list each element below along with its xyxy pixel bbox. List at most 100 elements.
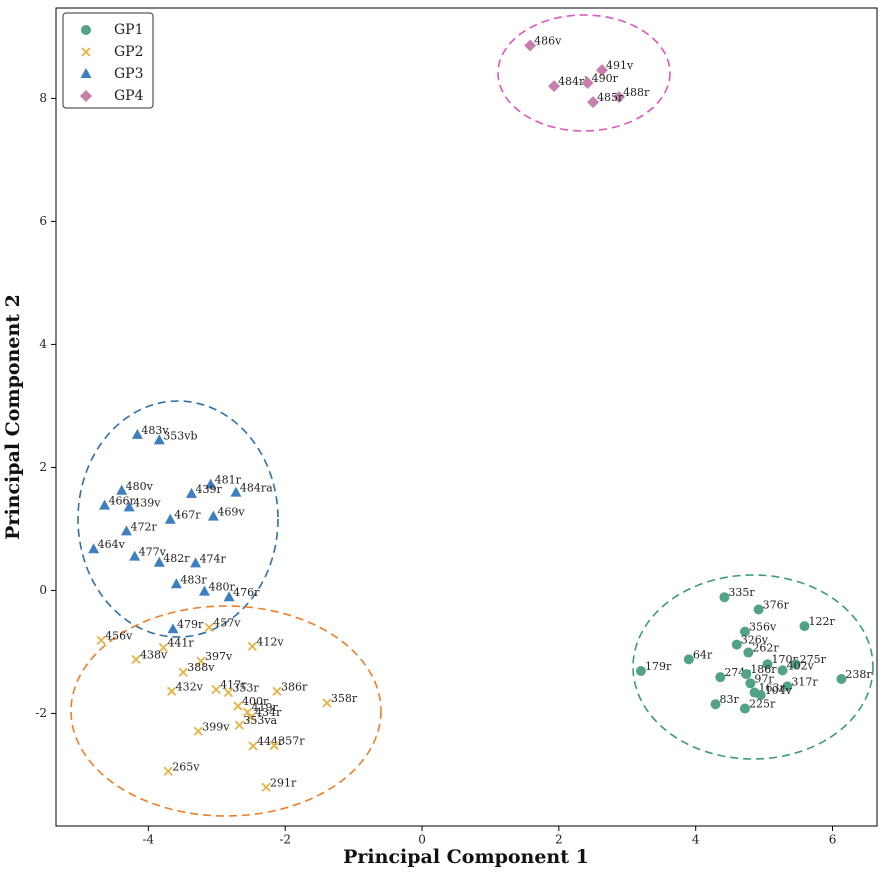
point-label: 491v: [606, 59, 634, 72]
point: [790, 659, 801, 670]
point-label: 467r: [174, 509, 201, 522]
point: [635, 666, 646, 677]
cluster-ellipse: [77, 400, 279, 638]
point-label: 484rb: [558, 75, 591, 88]
x-tick-label: 6: [829, 833, 837, 847]
point: [683, 654, 694, 665]
point: [777, 665, 788, 676]
point-label: 400r: [242, 695, 269, 708]
point: [178, 667, 188, 677]
point: [129, 550, 141, 561]
x-axis-label: Principal Component 1: [343, 846, 589, 868]
point-label: 419r: [252, 701, 279, 714]
point-label: 225r: [749, 698, 776, 711]
point: [163, 766, 173, 776]
point: [96, 635, 106, 645]
point: [164, 513, 176, 524]
x-tick-label: 4: [692, 833, 700, 847]
point: [524, 39, 537, 52]
plot-frame: [55, 7, 878, 827]
point: [581, 77, 594, 90]
point: [198, 585, 210, 596]
point: [755, 689, 766, 700]
point-label: 438v: [140, 648, 168, 661]
y-tick-label: 4: [39, 337, 47, 351]
point: [116, 484, 128, 495]
point-label: 402v: [787, 659, 815, 672]
point-label: 358r: [331, 692, 358, 705]
point-label: 477v: [139, 546, 167, 559]
point-label: 104v: [765, 684, 793, 697]
point: [131, 428, 143, 439]
legend-label: GP4: [114, 88, 144, 104]
point: [719, 592, 730, 603]
point: [745, 678, 756, 689]
point: [153, 434, 165, 445]
point: [799, 621, 810, 632]
legend-marker: [80, 90, 92, 102]
x-tick-label: -2: [279, 833, 291, 847]
point-label: 439v: [133, 496, 161, 509]
point: [715, 672, 726, 683]
point: [739, 626, 750, 637]
point: [836, 674, 847, 685]
x-tick-label: -4: [143, 833, 155, 847]
point: [170, 578, 182, 589]
point-label: 179r: [645, 660, 672, 673]
point: [211, 684, 221, 695]
point: [548, 80, 561, 93]
point: [167, 623, 179, 634]
point-label: 432v: [176, 680, 204, 693]
point: [193, 726, 203, 736]
point: [613, 91, 626, 104]
y-tick-label: 2: [39, 460, 47, 474]
point: [223, 687, 234, 698]
x-tick-label: 0: [418, 833, 426, 847]
point: [204, 622, 214, 632]
point-label: 483r: [180, 573, 207, 586]
point: [739, 703, 750, 714]
point-label: 481r: [215, 474, 242, 487]
point: [595, 64, 608, 77]
point: [753, 604, 764, 615]
point-label: 434r: [255, 706, 282, 719]
point: [743, 647, 754, 658]
point-label: 486v: [534, 35, 562, 48]
point-label: 485r: [597, 91, 624, 104]
point-label: 397v: [205, 650, 233, 663]
point-label: 275r: [800, 653, 827, 666]
point: [782, 681, 793, 692]
point-label: 483v: [141, 424, 169, 437]
point: [246, 712, 256, 722]
point: [190, 557, 202, 568]
point-label: 474r: [200, 552, 227, 565]
point-label: 386r: [281, 680, 308, 693]
point-label: 64r: [693, 648, 713, 661]
legend-marker: [81, 25, 91, 35]
point: [710, 699, 721, 710]
point: [99, 499, 111, 510]
y-tick-label: 6: [39, 214, 47, 228]
point-label: 353vb: [163, 429, 197, 442]
point-label: 238r: [845, 668, 872, 681]
point: [247, 641, 257, 652]
point: [153, 556, 165, 567]
point: [88, 543, 100, 554]
point-label: 479r: [177, 618, 204, 631]
point-label: 356v: [749, 621, 777, 634]
point-label: 122r: [808, 615, 835, 628]
point: [233, 701, 243, 711]
legend-box: [62, 12, 154, 109]
point: [230, 486, 242, 497]
point-label: 353r: [232, 682, 259, 695]
point: [248, 741, 258, 751]
point: [234, 720, 244, 730]
point-label: 482r: [163, 552, 190, 565]
point: [158, 643, 169, 653]
point-label: 441r: [167, 637, 194, 650]
point-label: 412v: [256, 635, 284, 648]
point: [223, 591, 235, 602]
point-label: 469v: [217, 506, 245, 519]
point: [120, 525, 132, 536]
